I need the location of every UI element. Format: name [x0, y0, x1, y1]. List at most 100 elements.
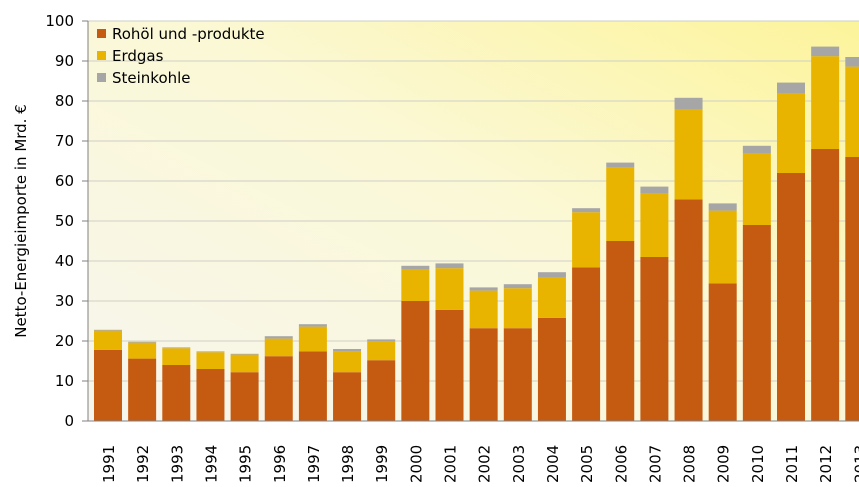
bar-segment: [333, 351, 362, 373]
x-tick-label: 1996: [271, 445, 289, 483]
bar-segment: [742, 225, 771, 421]
bar-segment: [811, 149, 840, 421]
bar-segment: [572, 267, 601, 421]
bar-segment: [503, 328, 532, 421]
bar-segment: [503, 284, 532, 289]
x-tick-label: 1992: [134, 445, 152, 483]
bar-segment: [708, 203, 737, 211]
x-tick-label: 1999: [373, 445, 391, 483]
bar-segment: [94, 330, 122, 350]
x-tick-label: 2010: [749, 445, 767, 483]
x-tick-label: 1994: [202, 445, 220, 483]
bar-segment: [845, 157, 859, 421]
bar-segment: [264, 336, 293, 339]
bar-segment: [640, 186, 669, 193]
x-tick-label: 2006: [612, 445, 630, 483]
x-tick-label: 1991: [100, 445, 118, 483]
x-tick-label: 1997: [305, 445, 323, 483]
bar-segment: [777, 173, 805, 421]
bar-segment: [162, 365, 191, 421]
bar-segment: [128, 342, 157, 359]
bar-segment: [708, 210, 737, 284]
y-tick-label: 10: [55, 372, 74, 390]
x-tick-label: 2007: [646, 445, 664, 483]
bar-segment: [230, 354, 259, 373]
bar-segment: [606, 241, 635, 421]
bar-segment: [606, 162, 635, 168]
bar-segment: [94, 329, 122, 331]
bar-segment: [264, 338, 293, 357]
bar-segment: [469, 290, 498, 329]
bar-segment: [674, 97, 703, 109]
y-tick-label: 80: [55, 92, 74, 110]
x-tick-labels: 1991 1992 1993 1994 1995 1996 1997 1998 1999 2000…: [100, 445, 859, 483]
y-tick-label: 20: [55, 332, 74, 350]
y-tick-label: 0: [64, 412, 74, 430]
bar-segment: [298, 351, 327, 421]
y-tick-label: 90: [55, 52, 74, 70]
bar-segment: [777, 82, 805, 93]
y-tick-label: 60: [55, 172, 74, 190]
bar-segment: [367, 339, 396, 342]
bar-segment: [777, 93, 805, 173]
y-tick-labels: 0 10 20 30 40 50 60 70 80 90 100: [45, 12, 88, 430]
x-tick-label: 2009: [715, 445, 733, 483]
bar-segment: [640, 193, 669, 257]
x-tick-label: 2001: [442, 445, 460, 483]
bar-segment: [94, 349, 122, 421]
x-tick-label: 1993: [168, 445, 186, 483]
legend-swatch: [97, 51, 106, 60]
legend-label: Erdgas: [112, 47, 164, 65]
bar-segment: [435, 309, 464, 421]
bar-segment: [572, 208, 601, 213]
y-tick-label: 50: [55, 212, 74, 230]
bar-segment: [367, 341, 396, 361]
bar-segment: [333, 372, 362, 421]
x-tick-label: 2012: [817, 445, 835, 483]
bar-segment: [469, 287, 498, 291]
bar-segment: [196, 351, 225, 353]
bar-segment: [196, 352, 225, 369]
bar-segment: [845, 57, 859, 67]
bar-segment: [537, 272, 566, 277]
bar-segment: [435, 268, 464, 310]
bar-segment: [469, 328, 498, 421]
x-tick-label: 2008: [681, 445, 699, 483]
x-tick-label: 2000: [407, 445, 425, 483]
y-tick-label: 70: [55, 132, 74, 150]
bar-segment: [333, 349, 362, 352]
bar-segment: [811, 46, 840, 57]
x-tick-label: 1998: [339, 445, 357, 483]
bar-segment: [742, 153, 771, 225]
bar-segment: [196, 369, 225, 421]
bar-segment: [401, 269, 430, 301]
x-tick-label: 2005: [578, 445, 596, 483]
x-tick-label: 2004: [544, 445, 562, 483]
x-tick-label: 2013: [851, 445, 859, 483]
bar-segment: [162, 347, 191, 349]
legend-swatch: [97, 73, 106, 82]
y-tick-label: 30: [55, 292, 74, 310]
bar-segment: [606, 167, 635, 241]
bar-segment: [640, 257, 669, 421]
bar-segment: [537, 277, 566, 318]
bar-segment: [503, 288, 532, 329]
bar-segment: [435, 263, 464, 269]
bar-segment: [128, 341, 157, 343]
bars: [94, 46, 859, 421]
y-tick-label: 40: [55, 252, 74, 270]
bar-segment: [162, 348, 191, 365]
bar-segment: [811, 56, 840, 150]
bar-segment: [264, 356, 293, 421]
bar-segment: [401, 265, 430, 269]
legend-label: Rohöl und -produkte: [112, 25, 265, 43]
bar-segment: [367, 360, 396, 421]
bar-segment: [845, 66, 859, 157]
bar-segment: [708, 283, 737, 421]
x-tick-label: 2011: [783, 445, 801, 483]
bar-segment: [742, 145, 771, 153]
y-tick-label: 100: [45, 12, 74, 30]
bar-segment: [128, 358, 157, 421]
bar-segment: [230, 372, 259, 421]
bar-segment: [674, 109, 703, 200]
